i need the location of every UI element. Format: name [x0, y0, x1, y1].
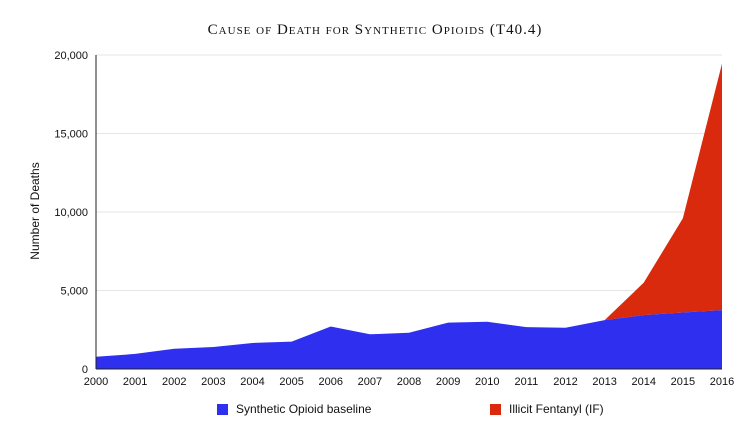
x-tick-label: 2015	[671, 376, 695, 388]
x-tick-label: 2001	[123, 376, 147, 388]
x-tick-label: 2010	[475, 376, 499, 388]
x-tick-label: 2005	[279, 376, 303, 388]
gridlines	[96, 54, 722, 291]
x-tick-label: 2009	[436, 376, 460, 388]
legend-swatch-fentanyl	[490, 403, 501, 415]
tick-labels: 0 5,000 10,000 15,000 20,000 2000 2001 2002 2003…	[54, 50, 734, 388]
x-tick-label: 2002	[162, 376, 186, 388]
x-tick-label: 2007	[358, 376, 382, 388]
x-tick-label: 2006	[319, 376, 343, 388]
legend-label-baseline: Synthetic Opioid baseline	[236, 402, 372, 416]
y-tick-label: 15,000	[54, 129, 88, 141]
y-tick-label: 20,000	[54, 50, 88, 62]
x-tick-label: 2000	[84, 376, 108, 388]
x-tick-label: 2003	[201, 376, 225, 388]
axes	[95, 55, 722, 370]
y-tick-label: 0	[82, 364, 88, 376]
y-tick-label: 5,000	[60, 286, 88, 298]
area-series-baseline	[96, 310, 722, 369]
x-tick-label: 2008	[397, 376, 421, 388]
y-tick-label: 10,000	[54, 207, 88, 219]
x-tick-label: 2012	[553, 376, 577, 388]
x-tick-label: 2014	[632, 376, 656, 388]
area-series-fentanyl	[604, 63, 722, 321]
x-tick-label: 2016	[710, 376, 734, 388]
legend-label-fentanyl: Illicit Fentanyl (IF)	[509, 402, 604, 416]
legend-swatch-baseline	[217, 403, 228, 415]
x-tick-label: 2011	[515, 376, 539, 388]
x-tick-label: 2004	[240, 376, 264, 388]
chart-title: Cause of Death for Synthetic Opioids (T4…	[207, 22, 543, 38]
area-layer	[96, 63, 722, 369]
y-axis-title: Number of Deaths	[28, 162, 42, 259]
legend-item-fentanyl: Illicit Fentanyl (IF)	[490, 401, 604, 417]
legend-item-baseline: Synthetic Opioid baseline	[217, 401, 371, 417]
x-tick-label: 2013	[592, 376, 616, 388]
